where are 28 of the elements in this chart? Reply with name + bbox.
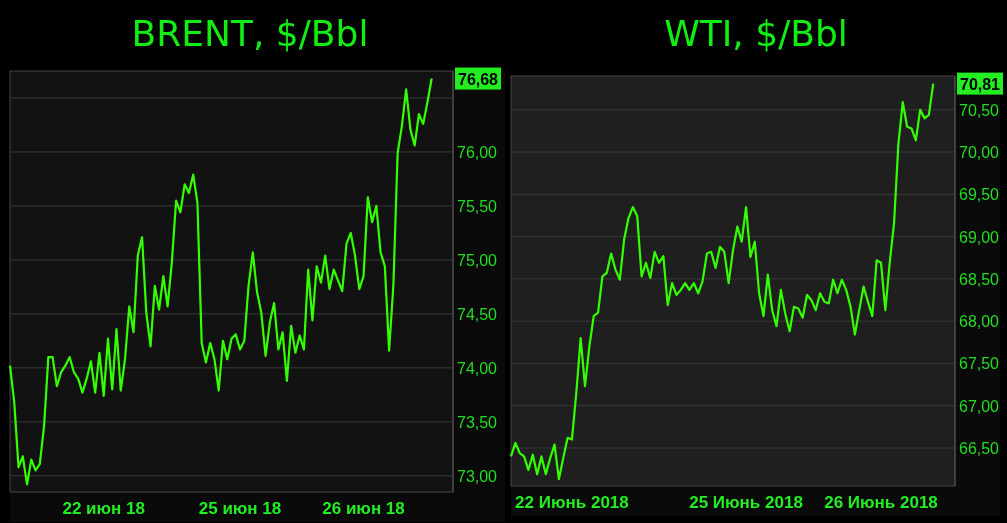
y-tick-label: 69,50 — [959, 185, 1002, 205]
y-tick-label: 70,00 — [959, 143, 1002, 163]
y-tick-label: 75,50 — [457, 196, 500, 216]
x-tick-label: 25 Июнь 2018 — [689, 493, 803, 512]
y-tick-label: 74,50 — [457, 304, 500, 324]
text: 76,68 — [458, 69, 501, 89]
y-tick-label: 75,00 — [457, 250, 500, 270]
x-tick-label: 22 июн 18 — [62, 499, 145, 518]
y-tick-label: 73,00 — [457, 466, 500, 486]
x-tick-label: 26 Июнь 2018 — [824, 493, 938, 512]
line-series — [509, 82, 935, 481]
line-series — [8, 77, 433, 486]
y-tick-label: 76,00 — [457, 142, 500, 162]
y-tick-label: 66,50 — [959, 438, 1002, 458]
y-tick-label: 67,50 — [959, 354, 1002, 374]
chart-title: BRENT, $/Bbl — [131, 13, 369, 54]
y-tick-label: 70,50 — [959, 100, 1002, 120]
y-tick-label: 68,00 — [959, 312, 1002, 332]
y-tick-label: 73,50 — [457, 412, 500, 432]
y-tick-label: 68,50 — [959, 269, 1002, 289]
chart-title: WTI, $/Bbl — [664, 13, 848, 54]
x-tick-label: 22 Июнь 2018 — [515, 493, 629, 512]
x-tick-label: 25 июн 18 — [198, 499, 282, 518]
y-tick-label: 74,00 — [457, 358, 500, 378]
y-tick-label: 69,00 — [959, 227, 1002, 247]
y-tick-label: 67,00 — [959, 396, 1002, 416]
x-tick-label: 26 июн 18 — [322, 499, 405, 518]
text: 70,81 — [960, 74, 1003, 94]
